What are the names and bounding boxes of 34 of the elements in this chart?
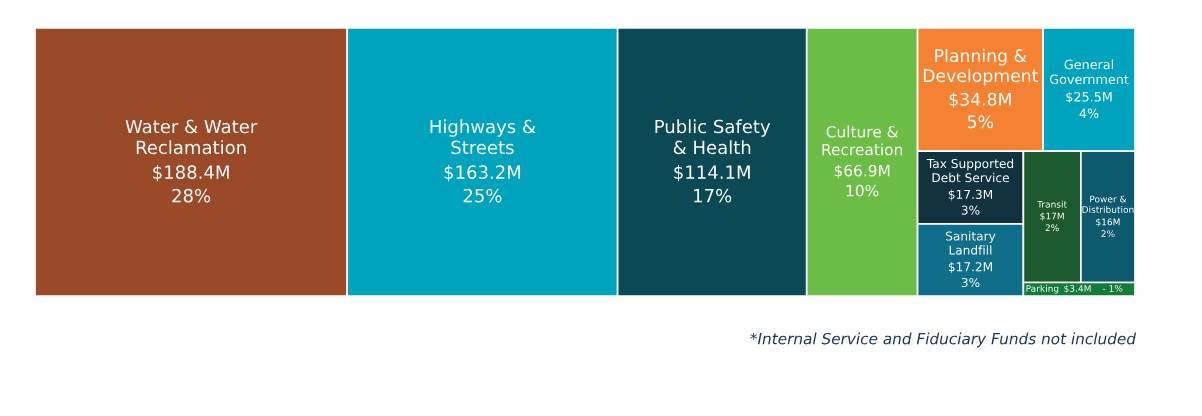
text: 3% bbox=[961, 277, 980, 288]
text: 10% bbox=[846, 184, 879, 197]
category-label: Sanitary Landfill bbox=[945, 231, 996, 255]
data-label: $66.9M bbox=[834, 164, 890, 179]
category-label: Culture & Recreation bbox=[822, 125, 903, 156]
text: 4% bbox=[1079, 108, 1099, 119]
data-label: $3.4M bbox=[1064, 284, 1091, 294]
text: 17% bbox=[694, 188, 732, 203]
data-label: $25.5M bbox=[1066, 91, 1112, 104]
text: 28% bbox=[172, 188, 211, 203]
category-label: Power & Distribution bbox=[1082, 195, 1134, 213]
data-label: $17.3M bbox=[948, 189, 992, 201]
category-label: Highways & Streets bbox=[430, 119, 536, 155]
category-label: Public Safety & Health bbox=[655, 119, 771, 155]
data-label: $114.1M bbox=[674, 165, 750, 182]
category-label: Water & Water Reclamation bbox=[125, 119, 258, 155]
text: 25% bbox=[463, 188, 502, 203]
text: - 1% bbox=[1102, 285, 1123, 292]
category-label: Tax Supported Debt Service bbox=[926, 158, 1014, 183]
text: 3% bbox=[961, 205, 980, 215]
data-label: $17.2M bbox=[948, 261, 992, 273]
category-label: General Government bbox=[1049, 59, 1129, 85]
data-label: $163.2M bbox=[444, 165, 521, 182]
data-label: $17M bbox=[1040, 212, 1064, 221]
text: 2% bbox=[1045, 224, 1059, 232]
category-label: Transit bbox=[1037, 200, 1067, 208]
data-label: $188.4M bbox=[153, 165, 229, 182]
text: *Internal Service and Fiduciary Funds not included bbox=[750, 332, 1137, 348]
text: 2% bbox=[1101, 230, 1115, 238]
data-label: $16M bbox=[1096, 218, 1120, 227]
text: 5% bbox=[967, 115, 994, 129]
category-label: Planning & Development bbox=[923, 48, 1039, 86]
category-label: Parking bbox=[1026, 284, 1059, 294]
data-label: $34.8M bbox=[949, 92, 1011, 109]
